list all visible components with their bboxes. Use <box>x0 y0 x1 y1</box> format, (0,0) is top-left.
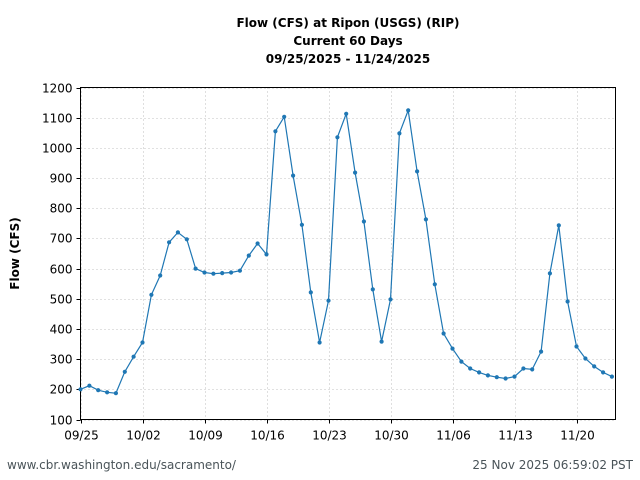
data-point-marker <box>211 271 216 276</box>
data-point-marker <box>477 370 482 375</box>
y-tick-label: 600 <box>50 263 73 277</box>
source-url: www.cbr.washington.edu/sacramento/ <box>7 458 236 472</box>
data-point-marker <box>158 273 163 278</box>
data-point-marker <box>441 331 446 336</box>
data-point-marker <box>122 369 127 374</box>
data-point-marker <box>229 270 234 275</box>
data-point-marker <box>388 297 393 302</box>
data-point-marker <box>459 359 464 364</box>
data-point-marker <box>370 287 375 292</box>
data-point-marker <box>450 346 455 351</box>
data-point-marker <box>485 373 491 378</box>
chart-title: Flow (CFS) at Ripon (USGS) (RIP) <box>236 16 460 30</box>
data-point-marker <box>344 111 349 116</box>
data-point-marker <box>530 367 535 372</box>
x-tick-label: 10/23 <box>312 429 347 443</box>
y-axis-label: Flow (CFS) <box>8 217 22 289</box>
data-point-marker <box>167 240 172 245</box>
plot-frame <box>80 87 616 420</box>
data-point-marker <box>353 170 358 175</box>
y-tick-label: 1200 <box>42 82 73 96</box>
y-tick-label: 300 <box>50 353 73 367</box>
x-tick-label: 11/06 <box>436 429 471 443</box>
data-point-marker <box>538 349 544 354</box>
data-point-marker <box>521 366 526 371</box>
x-tick-label: 10/16 <box>250 429 285 443</box>
data-point-marker <box>592 364 597 369</box>
data-point-marker <box>282 114 287 119</box>
data-point-marker <box>113 391 118 396</box>
x-tick-label: 11/20 <box>560 429 595 443</box>
x-tick-label: 11/13 <box>498 429 533 443</box>
data-point-marker <box>335 135 340 140</box>
y-tick-label: 400 <box>50 323 73 337</box>
data-point-marker <box>220 271 225 276</box>
data-point-marker <box>78 387 83 392</box>
x-tick-label: 10/09 <box>188 429 223 443</box>
data-point-marker <box>193 266 198 271</box>
data-point-marker <box>423 217 429 222</box>
flow-series-line <box>80 108 613 394</box>
generated-timestamp: 25 Nov 2025 06:59:02 PST <box>472 458 633 472</box>
data-point-marker <box>175 230 180 235</box>
data-point-marker <box>246 253 251 258</box>
data-point-marker <box>291 173 296 178</box>
y-tick-label: 1000 <box>42 142 73 156</box>
data-point-marker <box>140 340 145 345</box>
data-point-marker <box>264 252 269 257</box>
data-point-marker <box>237 268 242 273</box>
data-point-marker <box>406 108 411 113</box>
data-point-marker <box>547 271 553 276</box>
data-point-marker <box>565 299 570 304</box>
data-point-marker <box>255 241 260 246</box>
data-point-marker <box>149 292 154 297</box>
x-tick-label: 09/25 <box>64 429 99 443</box>
data-point-marker <box>609 374 615 379</box>
y-tick-label: 100 <box>50 414 73 428</box>
y-tick-label: 200 <box>50 383 73 397</box>
data-point-marker <box>512 374 517 379</box>
data-point-marker <box>556 223 561 228</box>
chart-subtitle: Current 60 Days <box>293 34 403 48</box>
data-point-marker <box>273 129 278 134</box>
data-point-marker <box>131 354 136 359</box>
data-point-marker <box>87 383 92 388</box>
data-point-marker <box>104 390 110 395</box>
y-tick-label: 800 <box>50 202 73 216</box>
x-tick-label: 10/30 <box>374 429 409 443</box>
y-tick-label: 700 <box>50 232 73 246</box>
data-point-marker <box>397 131 402 136</box>
y-tick-label: 1100 <box>42 112 73 126</box>
data-point-marker <box>503 376 508 381</box>
data-point-marker <box>308 290 313 295</box>
data-point-marker <box>494 375 499 380</box>
data-point-marker <box>202 270 207 275</box>
y-tick-label: 500 <box>50 293 73 307</box>
data-point-marker <box>583 356 588 361</box>
data-point-marker <box>317 340 322 345</box>
data-point-marker <box>299 222 305 227</box>
data-point-marker <box>574 344 579 349</box>
data-point-marker <box>600 370 606 375</box>
data-point-marker <box>379 339 384 344</box>
chart-date-range: 09/25/2025 - 11/24/2025 <box>265 52 431 66</box>
data-point-marker <box>415 169 420 174</box>
data-point-marker <box>361 219 367 224</box>
data-point-marker <box>96 388 101 393</box>
y-tick-label: 900 <box>50 172 73 186</box>
data-point-marker <box>184 237 189 242</box>
x-tick-label: 10/02 <box>126 429 161 443</box>
data-point-marker <box>326 298 331 303</box>
data-point-marker <box>432 282 437 287</box>
data-point-marker <box>468 366 473 371</box>
